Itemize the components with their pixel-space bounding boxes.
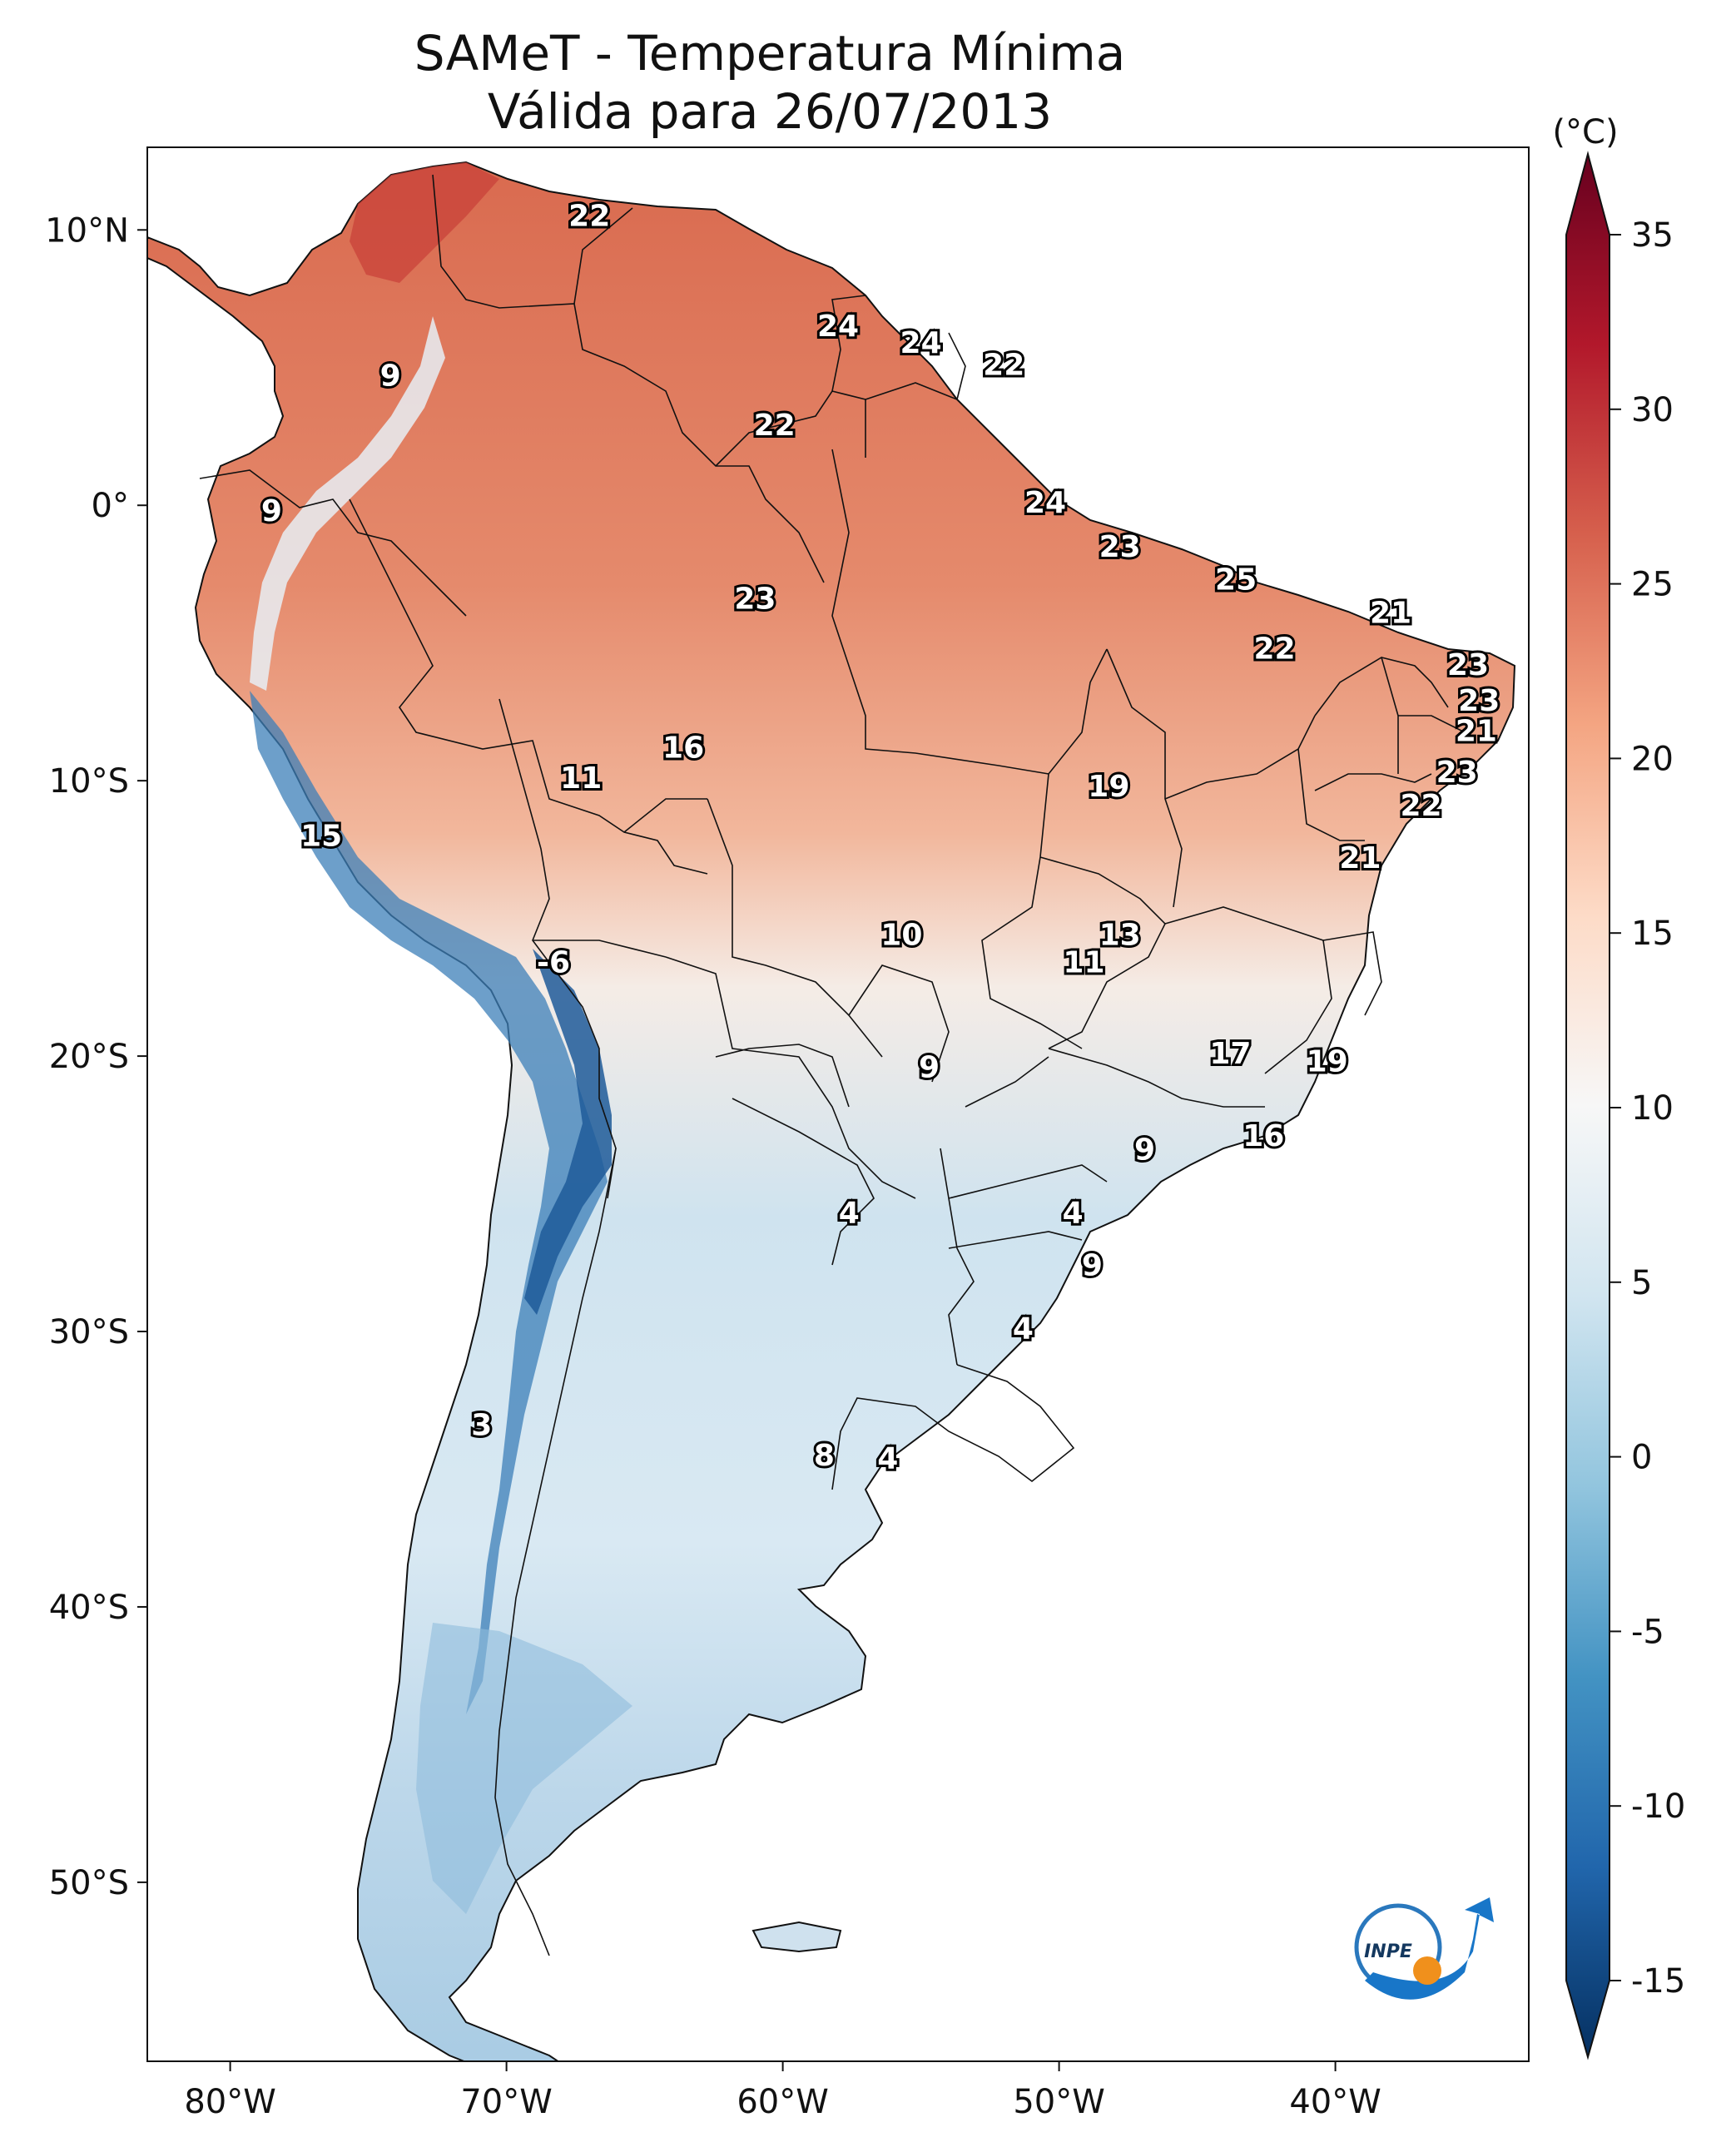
lon-tick-label: 40°W <box>1289 2083 1381 2121</box>
map-title-line2: Válida para 26/07/2013 <box>487 83 1053 140</box>
map-layer <box>147 161 1516 2061</box>
lat-tick-label: 10°S <box>49 762 129 801</box>
colorbar-tick-label: -5 <box>1631 1613 1664 1651</box>
colorbar-tick-label: 10 <box>1631 1089 1674 1128</box>
temperature-label: 23 <box>734 583 776 617</box>
andes-deep-cold <box>524 949 612 1315</box>
patagonia-cool <box>416 1623 632 1914</box>
temperature-label: 21 <box>1339 841 1381 875</box>
temperature-label: 22 <box>1400 789 1441 823</box>
temperature-label: 23 <box>1099 530 1141 564</box>
colorbar-tick-label: 35 <box>1631 216 1674 255</box>
temperature-label: 19 <box>1088 770 1129 804</box>
lon-tick-label: 60°W <box>737 2083 828 2121</box>
temperature-label: 25 <box>1215 563 1257 598</box>
country-borders <box>199 174 1466 1956</box>
temperature-label: 4 <box>877 1441 898 1475</box>
lat-tick-label: 20°S <box>49 1038 129 1076</box>
longitude-axis: 80°W 70°W 60°W 50°W 40°W <box>184 2061 1381 2121</box>
temperature-label: 19 <box>1307 1045 1348 1079</box>
temperature-label: 9 <box>261 494 282 528</box>
temperature-label: -6 <box>537 946 570 980</box>
lat-tick-label: 50°S <box>49 1864 129 1902</box>
plot-frame <box>146 146 1530 2062</box>
temperature-label: 3 <box>471 1409 492 1443</box>
colorbar-ramp <box>1565 151 1610 2060</box>
temperature-label: 24 <box>817 310 859 344</box>
temperature-label: 23 <box>1447 648 1489 682</box>
temperature-label: 9 <box>919 1050 940 1084</box>
northern-andes-cool <box>250 316 445 691</box>
temperature-label: 9 <box>380 359 401 394</box>
lat-tick-label: 10°N <box>45 211 129 250</box>
temperature-label: 4 <box>1013 1312 1034 1346</box>
colorbar-tick-label: 20 <box>1631 740 1674 778</box>
temperature-label: 11 <box>560 761 602 796</box>
colorbar-ticks: 35 30 25 20 15 10 5 0 -5 -10 -15 <box>1610 216 1685 2001</box>
temperature-label: 22 <box>754 409 796 443</box>
temperature-label: 24 <box>1024 486 1066 520</box>
inpe-logo-dot <box>1413 1956 1441 1985</box>
temperature-label: 16 <box>662 731 704 765</box>
colorbar-tick-label: 25 <box>1631 566 1674 604</box>
colorbar-tick-label: 5 <box>1631 1264 1652 1302</box>
colorbar-tick-label: 30 <box>1631 391 1674 429</box>
map-title-line1: SAMeT - Temperatura Mínima <box>414 25 1126 82</box>
temperature-label: 8 <box>814 1439 835 1473</box>
caribbean-warm-coast <box>350 162 499 283</box>
colorbar-tick-label: -10 <box>1631 1788 1685 1826</box>
inpe-logo-text: INPE <box>1364 1941 1412 1962</box>
lat-tick-label: 40°S <box>49 1589 129 1627</box>
colorbar-tick-label: 15 <box>1631 915 1674 953</box>
temperature-label: 9 <box>1082 1249 1103 1283</box>
temperature-label: 10 <box>880 918 922 952</box>
temperature-label: 24 <box>900 326 942 360</box>
temperature-label: 22 <box>1254 632 1296 666</box>
lat-tick-label: 30°S <box>49 1313 129 1351</box>
temperature-label: 11 <box>1063 946 1104 980</box>
lon-tick-label: 80°W <box>184 2083 275 2121</box>
lon-tick-label: 50°W <box>1013 2083 1104 2121</box>
latitude-axis: 10°N 0° 10°S 20°S 30°S 40°S 50°S <box>45 211 147 1902</box>
andes-cold-band <box>250 691 608 1714</box>
temperature-label: 16 <box>1242 1119 1284 1153</box>
temperature-label: 23 <box>1436 756 1478 790</box>
colorbar: (°C) 35 30 25 20 15 10 5 0 -5 -10 -15 <box>1552 113 1685 2060</box>
falkland-islands <box>751 1921 842 1953</box>
temperature-label: 23 <box>1458 684 1500 718</box>
lat-tick-label: 0° <box>92 487 129 525</box>
colorbar-unit: (°C) <box>1552 113 1618 151</box>
temperature-label: 4 <box>839 1197 860 1231</box>
temperature-label: 17 <box>1209 1037 1251 1071</box>
temperature-label: 21 <box>1456 715 1497 749</box>
temperature-label: 13 <box>1099 918 1141 952</box>
colorbar-tick-label: 0 <box>1631 1439 1652 1477</box>
temperature-label: 9 <box>1134 1133 1155 1168</box>
temperature-label: 22 <box>568 200 610 234</box>
colorbar-tick-label: -15 <box>1631 1962 1685 2001</box>
lon-tick-label: 70°W <box>460 2083 552 2121</box>
temperature-label: 15 <box>300 819 342 853</box>
temperature-label: 21 <box>1370 596 1411 630</box>
temperature-label: 4 <box>1063 1197 1084 1231</box>
temperature-label: 22 <box>983 348 1024 382</box>
inpe-logo: INPE <box>1354 1897 1494 2000</box>
